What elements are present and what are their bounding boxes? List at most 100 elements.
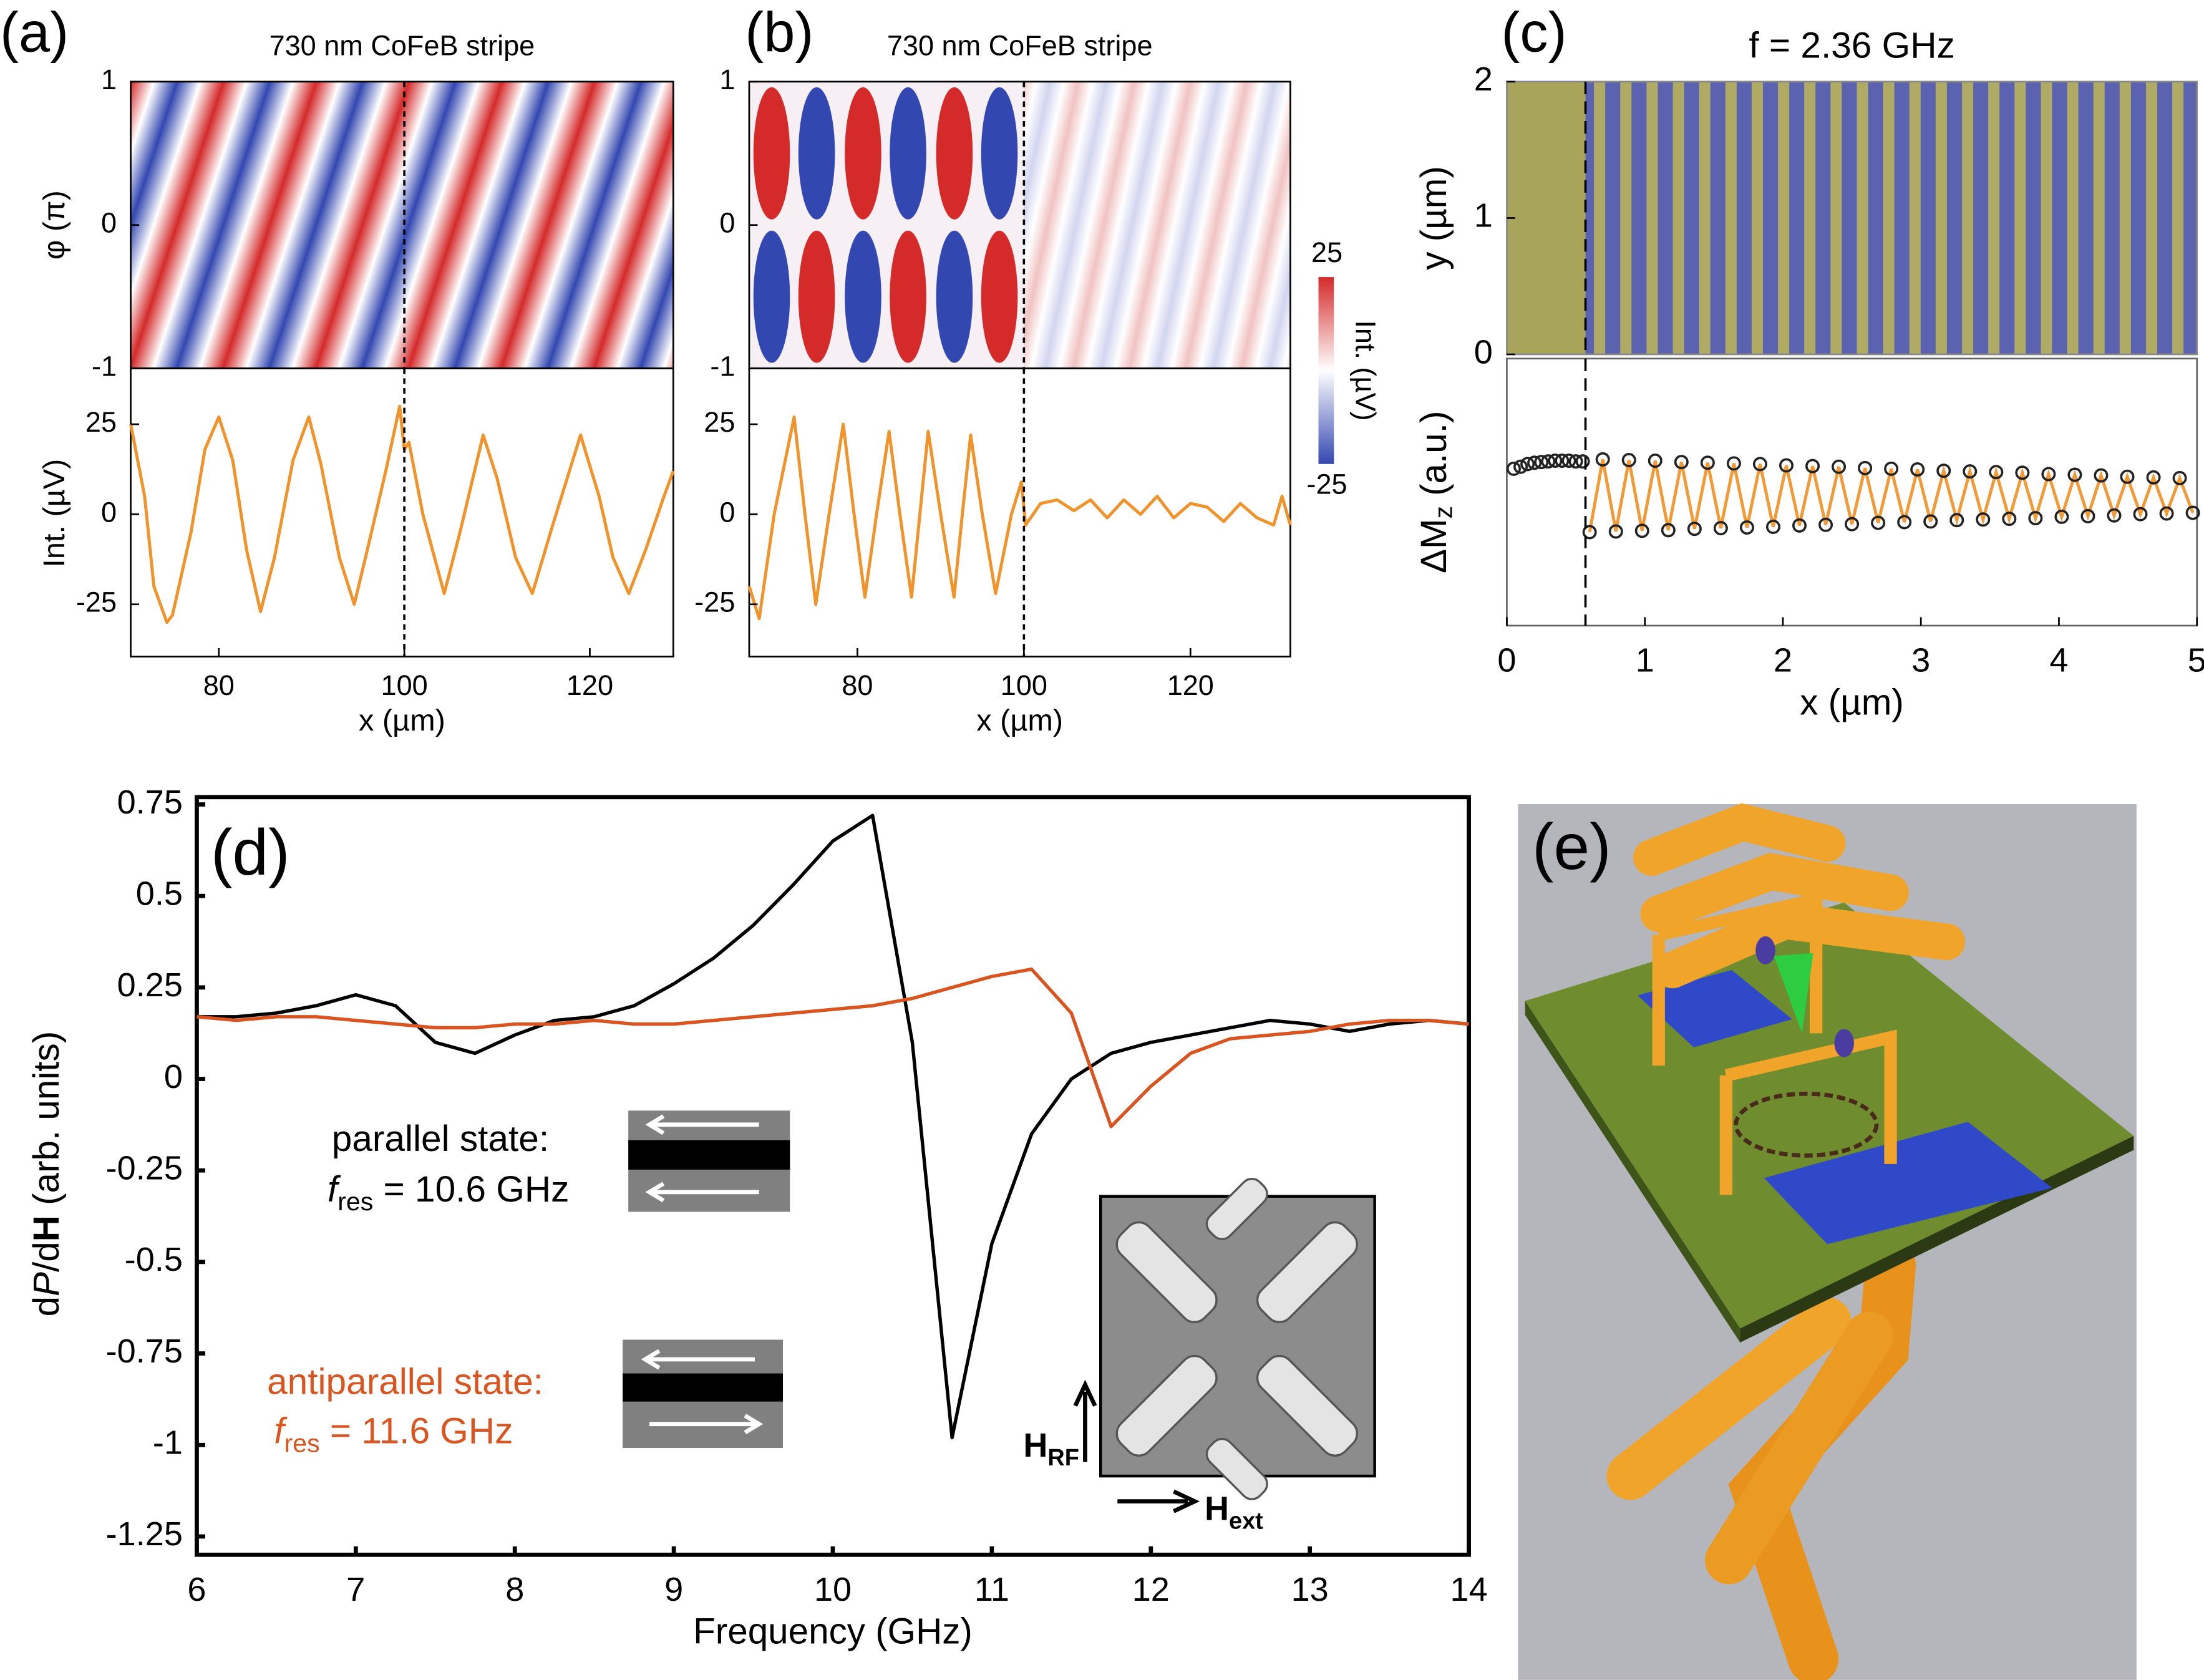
data-point: [1949, 513, 1964, 528]
y-tick-label: -1.25: [106, 1515, 183, 1553]
x-tick-label: 80: [203, 669, 235, 701]
label-part: (arb. units): [26, 1031, 67, 1215]
data-point: [1548, 454, 1563, 469]
panel-label: (c): [1501, 1, 1566, 64]
label-part: = 10.6 GHz: [373, 1169, 569, 1210]
data-point: [2185, 505, 2200, 520]
label-part: H: [1205, 1490, 1229, 1528]
data-point: [2080, 508, 2095, 523]
label-part: P: [26, 1272, 67, 1296]
label-part: antiparallel state:: [267, 1362, 543, 1402]
label-part: RF: [1047, 1445, 1079, 1471]
label-part: H: [1023, 1427, 1047, 1464]
x-tick-label: 120: [1167, 669, 1214, 701]
data-point: [1726, 456, 1741, 471]
x-tick-label: 100: [1001, 669, 1047, 701]
data-point: [2133, 507, 2148, 522]
data-point: [1792, 518, 1807, 533]
x-tick-label: 7: [346, 1571, 365, 1608]
y-tick-label: 1: [719, 64, 735, 95]
label-part: /d: [26, 1241, 67, 1272]
y-tick-label: -0.75: [106, 1333, 183, 1370]
panel-label: (e): [1532, 810, 1611, 883]
data-point: [1527, 455, 1542, 470]
label-part: res: [284, 1429, 320, 1457]
data-point: [2002, 512, 2017, 527]
x-tick-label: 3: [1911, 642, 1930, 679]
chart-title: 730 nm CoFeB stripe: [887, 30, 1153, 62]
fit-line: [1588, 459, 2195, 533]
y-tick-label: 0: [719, 207, 735, 239]
label-part: ext: [1229, 1508, 1263, 1534]
label-part: z: [1429, 506, 1457, 518]
y-axis-label: ΔMz (a.u.): [1414, 411, 1457, 573]
data-point: [2172, 470, 2187, 485]
data-line: [197, 967, 1469, 1129]
data-point: [1513, 459, 1528, 474]
data-point: [2015, 465, 2030, 480]
data-point: [1739, 520, 1754, 535]
x-tick-label: 8: [505, 1571, 524, 1608]
colorbar: [1318, 277, 1334, 464]
data-point: [2094, 468, 2109, 483]
heatmap: [749, 81, 1024, 369]
x-tick-label: 100: [381, 669, 428, 701]
colorbar-tick-label: -25: [1306, 469, 1347, 500]
x-tick-label: 2: [1774, 642, 1792, 679]
data-point: [2041, 467, 2056, 482]
panel-label: (b): [745, 1, 813, 64]
plot-frame: [748, 367, 1291, 658]
heatmap: [1585, 81, 2197, 355]
y-axis-label: Int. (µV): [37, 459, 71, 568]
data-point: [1871, 515, 1886, 530]
x-axis-label: x (µm): [359, 704, 445, 737]
y-tick-label: 0: [164, 1058, 183, 1095]
x-tick-label: 9: [664, 1571, 683, 1608]
data-point: [1661, 523, 1676, 538]
data-point: [1963, 464, 1978, 479]
data-point: [2054, 509, 2069, 524]
x-axis-label: x (µm): [976, 704, 1063, 737]
y-tick-label: 0.25: [117, 966, 183, 1004]
data-point: [1845, 517, 1860, 532]
y-tick-label: 0.5: [136, 875, 183, 912]
chart-title: 730 nm CoFeB stripe: [269, 30, 535, 62]
data-point: [1884, 461, 1899, 476]
heatmap: [130, 81, 674, 369]
y-tick-label: -1: [153, 1424, 183, 1462]
x-tick-label: 10: [814, 1571, 852, 1608]
annotation: fres = 10.6 GHz: [328, 1169, 569, 1215]
data-point: [2107, 508, 2122, 523]
x-tick-label: 4: [2049, 642, 2068, 679]
heatmap: [1024, 81, 1291, 369]
y-tick-label: -0.5: [125, 1241, 183, 1278]
colorbar-label: Int. (µV): [1350, 320, 1382, 420]
y-axis-label: y (µm): [1414, 166, 1454, 270]
y-tick-label: 0: [719, 496, 735, 528]
annotation: antiparallel state:: [267, 1362, 543, 1402]
annotation: Hext: [1205, 1490, 1263, 1535]
data-point: [1897, 515, 1912, 530]
data-point: [1805, 459, 1820, 473]
x-tick-label: 0: [1497, 642, 1516, 679]
label-part: d: [26, 1296, 67, 1316]
label-part: res: [337, 1187, 373, 1216]
data-point: [1752, 457, 1767, 472]
data-point: [2159, 506, 2174, 521]
data-point: [1687, 522, 1702, 537]
y-axis-label: dP/dH (arb. units): [26, 1031, 67, 1317]
y-tick-label: -25: [694, 586, 735, 618]
data-point: [1634, 523, 1649, 538]
data-point: [2028, 511, 2043, 526]
data-point: [1568, 454, 1583, 469]
data-point: [1582, 525, 1597, 540]
y-tick-label: 2: [1474, 61, 1493, 98]
y-tick-label: -1: [710, 350, 735, 382]
x-tick-label: 1: [1636, 642, 1654, 679]
y-axis-label: φ (π): [37, 190, 71, 260]
label-part: ΔM: [1414, 518, 1454, 573]
data-point: [2120, 469, 2135, 484]
chart-title: f = 2.36 GHz: [1749, 25, 1954, 66]
y-tick-label: 0: [1474, 333, 1493, 371]
